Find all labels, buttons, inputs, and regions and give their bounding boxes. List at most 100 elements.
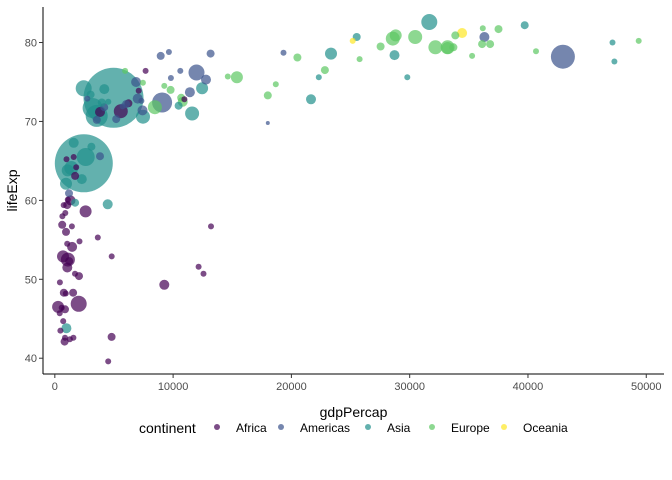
point-europe [408,30,423,44]
point-europe [494,25,503,34]
point-americas [137,105,148,116]
point-asia [389,50,400,61]
point-europe [428,40,443,55]
point-asia [60,177,72,190]
point-africa [62,227,70,236]
point-asia [71,198,80,207]
legend-label-africa: Africa [236,421,267,435]
point-americas [92,115,101,124]
x-tick-label: 50000 [631,381,662,393]
point-oceania [457,28,468,38]
point-africa [70,154,77,160]
point-africa [195,263,202,270]
point-africa [73,164,80,171]
point-americas [206,49,215,58]
point-europe [161,82,168,89]
point-asia [102,199,113,210]
point-asia [61,164,74,177]
point-asia [68,137,79,148]
point-africa [68,223,75,230]
point-asia [61,323,72,334]
point-asia [325,47,337,60]
point-africa [62,210,69,216]
point-europe [230,71,243,84]
point-americas [167,75,174,81]
y-tick-label: 70 [25,116,37,128]
point-europe [293,53,302,62]
x-tick-label: 0 [52,381,58,393]
point-africa [142,67,149,74]
point-asia [105,98,112,105]
point-americas [65,189,73,198]
point-africa [107,332,116,341]
point-americas [550,44,575,69]
point-africa [56,310,63,317]
legend-key-asia [365,424,371,430]
point-americas [265,121,270,125]
point-europe [356,56,363,63]
x-tick-label: 10000 [158,381,189,393]
point-africa [108,253,115,260]
y-axis-ticks: 40 50 60 70 80 [25,38,43,365]
x-tick-label: 20000 [276,381,307,393]
point-africa [66,336,73,343]
point-europe [166,85,175,94]
legend-label-asia: Asia [387,421,411,435]
point-africa [62,334,68,341]
legend-label-europe: Europe [451,421,490,435]
x-tick-label: 30000 [394,381,425,393]
legend-label-oceania: Oceania [523,421,568,435]
point-europe [451,31,460,40]
point-africa [64,240,71,247]
point-africa [181,96,188,103]
point-africa [60,318,67,325]
legend-title: continent [139,420,196,436]
point-asia [611,58,618,65]
point-africa [58,220,67,229]
point-oceania [349,37,356,44]
legend-key-americas [278,424,284,430]
point-americas [84,95,91,102]
point-europe [272,81,279,88]
point-americas [280,49,287,56]
point-africa [58,304,65,311]
point-europe [449,43,458,52]
point-europe [389,29,402,42]
point-asia [99,84,110,95]
x-axis-title: gdpPercap [320,404,388,420]
x-tick-label: 40000 [513,381,544,393]
point-asia [97,98,106,107]
point-asia [306,94,316,105]
point-europe [263,91,272,100]
legend-label-americas: Americas [300,421,350,435]
point-africa [159,279,170,290]
point-africa [72,270,78,277]
point-europe [533,48,539,55]
legend-key-europe [429,424,435,430]
point-europe [469,52,476,59]
point-asia [404,74,411,81]
point-europe [147,100,162,115]
point-americas [156,51,165,60]
point-americas [112,115,121,124]
point-americas [165,49,172,55]
point-asia [185,106,200,121]
point-asia [421,14,438,30]
point-africa [79,205,92,218]
legend-key-oceania [501,424,507,430]
point-africa [71,171,80,180]
point-europe [635,37,642,44]
point-americas [188,64,205,81]
point-europe [478,40,487,49]
point-europe [139,79,146,86]
point-americas [96,152,104,161]
point-europe [486,40,495,49]
point-europe [376,42,385,51]
y-tick-label: 60 [25,195,37,207]
point-africa [94,234,101,241]
point-africa [57,327,64,334]
point-africa [69,288,78,297]
point-africa [60,202,67,209]
point-africa [70,295,87,312]
